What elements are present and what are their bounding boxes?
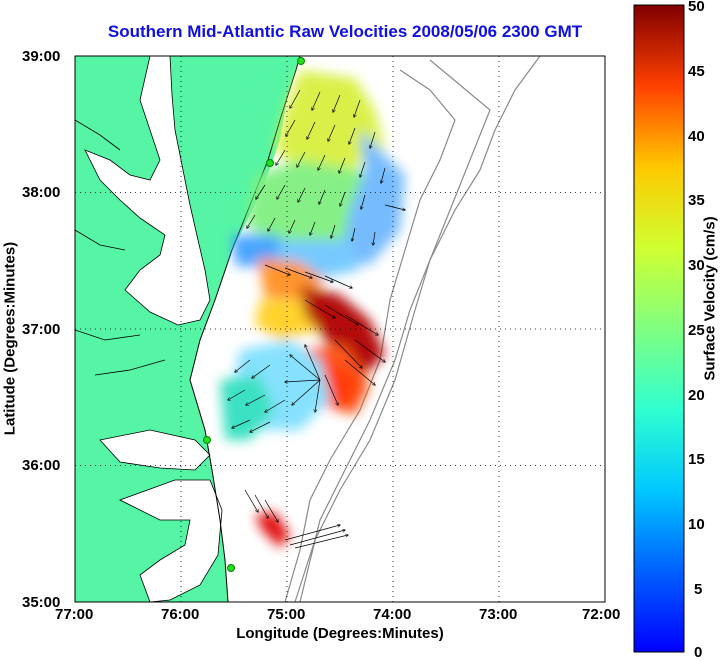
colorbar-tick-label: 0 — [694, 644, 703, 661]
colorbar-tick-label: 30 — [688, 257, 705, 274]
delmarva-land — [188, 70, 292, 300]
colorbar-tick-label: 5 — [694, 581, 703, 598]
colorbar-tick-label: 45 — [688, 63, 705, 80]
y-tick-label: 39:00 — [22, 48, 61, 65]
bathymetry-contours — [284, 56, 541, 602]
map-title: Southern Mid-Atlantic Raw Velocities 200… — [107, 22, 583, 41]
pamlico-sound — [118, 479, 223, 602]
current-vectors — [228, 89, 405, 549]
x-tick-label: 72:00 — [582, 606, 621, 623]
grid-lines — [75, 56, 605, 602]
station-marker — [227, 564, 235, 572]
radar-stations — [203, 57, 305, 572]
colorbar-tick-label: 10 — [688, 516, 705, 533]
colorbar-label: Surface Velocity (cm/s) — [701, 216, 719, 381]
coastline — [189, 56, 301, 602]
colorbar-tick-label: 40 — [688, 128, 705, 145]
x-axis-label: Longitude (Degrees:Minutes) — [236, 625, 444, 642]
y-axis-label: Latitude (Degrees:Minutes) — [1, 241, 19, 436]
x-tick-label: 74:00 — [373, 606, 412, 623]
y-tick-label: 36:00 — [22, 457, 61, 474]
plot-frame — [74, 55, 606, 603]
chesapeake-bay — [84, 56, 211, 326]
colorbar — [633, 4, 685, 653]
bay-tributary — [75, 119, 166, 376]
albemarle-sound — [99, 429, 211, 471]
x-tick-label: 73:00 — [479, 606, 518, 623]
colorbar-tick-label: 15 — [688, 451, 705, 468]
y-tick-label: 35:00 — [22, 594, 61, 611]
x-tick-label: 77:00 — [55, 606, 94, 623]
colorbar-tick-label: 20 — [688, 387, 705, 404]
x-tick-label: 75:00 — [267, 606, 306, 623]
colorbar-tick-label: 35 — [688, 192, 705, 209]
x-tick-label: 76:00 — [161, 606, 200, 623]
colorbar-tick-label: 50 — [688, 0, 705, 15]
y-tick-label: 37:00 — [22, 321, 61, 338]
colorbar-tick-label: 25 — [688, 322, 705, 339]
y-tick-label: 38:00 — [22, 184, 61, 201]
station-marker — [297, 57, 305, 65]
station-marker — [203, 436, 211, 444]
station-marker — [266, 159, 274, 167]
velocity-field — [220, 70, 405, 548]
